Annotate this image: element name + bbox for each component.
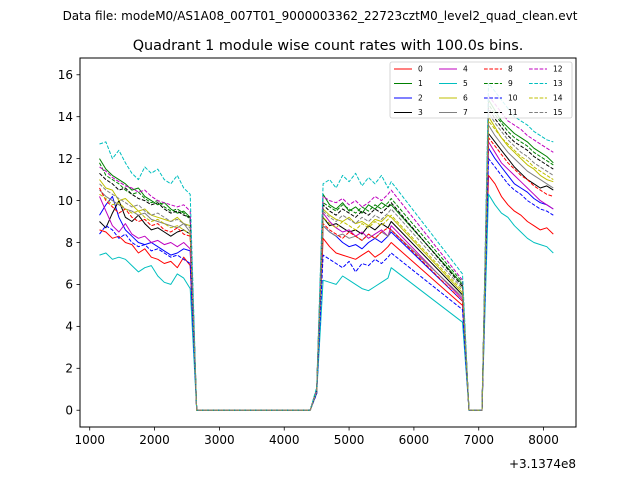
legend-label-6: 6	[463, 94, 468, 103]
legend-label-15: 15	[553, 108, 563, 117]
y-tick-label: 10	[58, 194, 73, 208]
y-tick-label: 6	[65, 278, 73, 292]
series-line-11	[99, 107, 554, 411]
series-line-9	[99, 103, 554, 411]
series-line-0	[99, 174, 554, 411]
x-tick-label: 6000	[399, 433, 430, 447]
legend-label-7: 7	[463, 108, 468, 117]
legend-frame	[389, 61, 573, 119]
legend-label-12: 12	[553, 65, 563, 74]
series-line-10	[99, 158, 554, 411]
series-line-7	[99, 124, 554, 411]
series-line-8	[99, 137, 554, 411]
y-tick-label: 12	[58, 152, 73, 166]
series-line-5	[99, 193, 554, 411]
series-line-15	[99, 112, 554, 411]
legend-label-11: 11	[508, 108, 518, 117]
x-tick-label: 3000	[204, 433, 235, 447]
legend-label-10: 10	[508, 94, 518, 103]
legend-label-0: 0	[418, 65, 423, 74]
y-tick-label: 8	[65, 236, 73, 250]
legend-label-8: 8	[508, 65, 513, 74]
suptitle: Data file: modeM0/AS1A08_007T01_90000033…	[63, 9, 578, 23]
series-line-3	[99, 133, 554, 411]
legend-label-14: 14	[553, 94, 563, 103]
x-offset-label: +3.1374e8	[509, 457, 576, 471]
legend-label-1: 1	[418, 79, 423, 88]
x-axis: 1000 2000 3000 4000 5000 6000 7000 8000	[74, 427, 559, 447]
series-line-2	[99, 147, 554, 411]
y-axis: 0 2 4 6 8 10 12 14 16	[58, 68, 80, 418]
y-tick-label: 4	[65, 320, 73, 334]
y-tick-label: 0	[65, 404, 73, 418]
legend-label-13: 13	[553, 79, 563, 88]
y-tick-label: 14	[58, 110, 73, 124]
x-tick-label: 8000	[528, 433, 559, 447]
series-line-6	[99, 116, 554, 411]
legend-label-5: 5	[463, 79, 468, 88]
x-tick-label: 4000	[269, 433, 300, 447]
x-tick-label: 7000	[463, 433, 494, 447]
chart-title: Quadrant 1 module wise count rates with …	[133, 38, 524, 54]
legend-label-9: 9	[508, 79, 513, 88]
series-line-4	[99, 141, 554, 411]
y-tick-label: 2	[65, 362, 73, 376]
x-tick-label: 1000	[74, 433, 105, 447]
y-tick-label: 16	[58, 68, 73, 82]
legend-label-4: 4	[463, 65, 468, 74]
x-tick-label: 2000	[139, 433, 170, 447]
legend-label-3: 3	[418, 108, 423, 117]
x-tick-label: 5000	[334, 433, 365, 447]
series-line-14	[99, 120, 554, 411]
legend-label-2: 2	[418, 94, 423, 103]
